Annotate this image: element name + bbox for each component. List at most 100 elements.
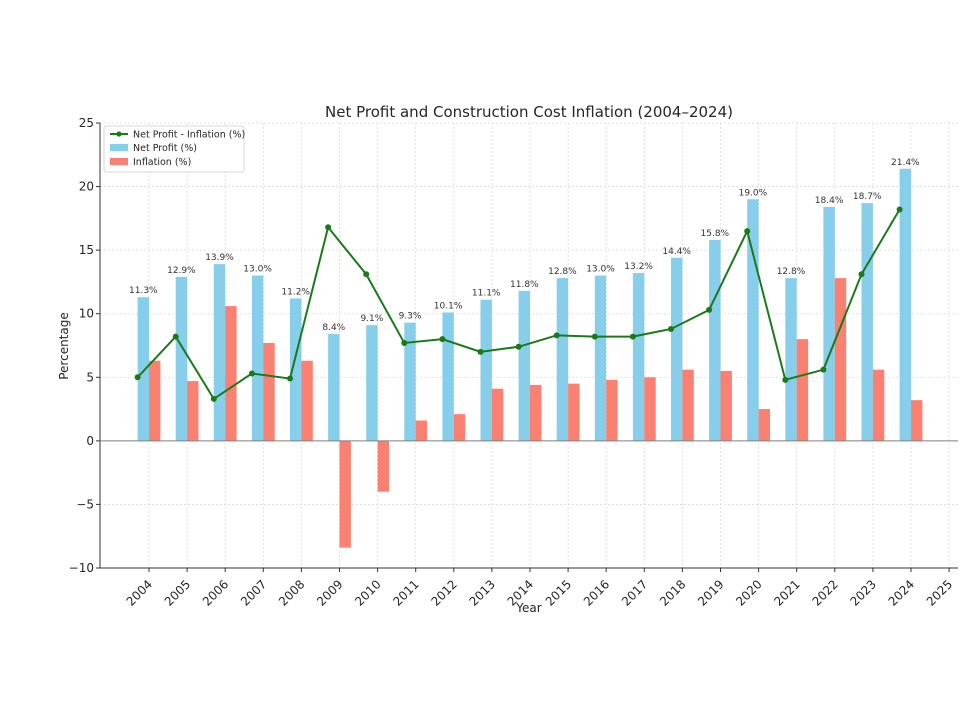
x-tick-label: 2004 xyxy=(124,577,155,608)
y-axis-label: Percentage xyxy=(57,312,71,380)
net-profit-data-label: 19.0% xyxy=(739,188,768,198)
net-profit-data-label: 9.1% xyxy=(360,314,383,324)
difference-point xyxy=(782,376,789,383)
inflation-bar xyxy=(339,440,351,548)
difference-point xyxy=(820,366,827,373)
difference-point xyxy=(287,375,293,382)
x-tick-label: 2016 xyxy=(581,577,612,608)
data-labels: 11.3% 12.9% 13.9% 13.0% 11.2% 8.4% 9.1% 9.3% 10.… xyxy=(129,158,920,333)
inflation-bar xyxy=(377,440,389,492)
y-tick-label: −10 xyxy=(69,561,94,575)
y-tick-label: 10 xyxy=(79,307,94,321)
x-tick-label: 2024 xyxy=(886,577,917,608)
net-profit-bar xyxy=(747,199,759,441)
net-profit-data-label: 21.4% xyxy=(891,158,920,168)
net-profit-data-label: 18.7% xyxy=(853,192,882,202)
inflation-bar xyxy=(720,370,732,441)
net-profit-bar xyxy=(404,322,416,441)
legend-swatch-inflation xyxy=(110,158,128,165)
difference-point xyxy=(210,395,217,402)
inflation-bar xyxy=(491,388,504,441)
net-profit-bar xyxy=(442,312,454,441)
net-profit-bar xyxy=(137,297,149,441)
legend-swatch-net-profit xyxy=(110,144,128,151)
y-tick-label: 20 xyxy=(79,180,94,194)
inflation-bar xyxy=(568,383,580,441)
y-tick-label: 25 xyxy=(79,116,94,130)
difference-point xyxy=(668,325,674,332)
inflation-bar xyxy=(644,377,656,441)
x-tick-label: 2025 xyxy=(924,577,955,608)
y-tick-label: 15 xyxy=(79,243,94,257)
net-profit-bar xyxy=(366,325,378,441)
net-profit-data-label: 13.2% xyxy=(624,262,653,272)
difference-line xyxy=(134,206,903,402)
bars xyxy=(137,168,923,548)
net-profit-data-label: 11.3% xyxy=(129,286,158,296)
net-profit-bar xyxy=(594,275,607,441)
inflation-bar xyxy=(149,360,161,441)
net-profit-data-label: 18.4% xyxy=(815,196,844,206)
difference-point xyxy=(172,333,179,340)
legend-line-marker xyxy=(116,131,122,137)
net-profit-bar xyxy=(290,298,302,441)
x-tick-label: 2005 xyxy=(162,577,193,608)
inflation-bar xyxy=(415,420,428,441)
net-profit-data-label: 13.0% xyxy=(586,265,615,275)
chart-title: Net Profit and Construction Cost Inflati… xyxy=(325,103,733,121)
x-axis-label: Year xyxy=(515,601,541,615)
y-tick-label: 0 xyxy=(86,434,94,448)
x-tick-label: 2019 xyxy=(695,577,726,608)
net-profit-bar xyxy=(175,276,188,441)
x-tick-label: 2012 xyxy=(428,577,459,608)
difference-point xyxy=(553,332,560,339)
difference-point xyxy=(439,336,446,343)
net-profit-bar xyxy=(213,264,226,441)
x-tick-label: 2013 xyxy=(467,577,498,608)
net-profit-bar xyxy=(556,278,569,441)
x-tick-label: 2018 xyxy=(657,577,688,608)
inflation-bar xyxy=(834,278,847,441)
net-profit-data-label: 12.9% xyxy=(167,266,196,276)
x-tick-label: 2006 xyxy=(200,577,231,608)
net-profit-bar xyxy=(328,334,340,441)
difference-point xyxy=(591,333,598,340)
inflation-bar xyxy=(911,400,923,441)
difference-point xyxy=(858,271,865,278)
x-tick-label: 2023 xyxy=(848,577,879,608)
inflation-bar xyxy=(796,339,809,441)
difference-point xyxy=(706,306,713,313)
x-tick-label: 2020 xyxy=(733,577,764,608)
difference-point xyxy=(325,224,332,231)
net-profit-data-label: 11.8% xyxy=(510,280,539,290)
x-tick-label: 2015 xyxy=(543,577,574,608)
x-tick-label: 2008 xyxy=(276,577,307,608)
x-tick-label: 2022 xyxy=(809,577,840,608)
net-profit-data-label: 8.4% xyxy=(322,323,345,333)
legend-label-difference: Net Profit - Inflation (%) xyxy=(133,130,245,141)
y-tick-label: −5 xyxy=(76,497,94,511)
x-tick-label: 2021 xyxy=(771,577,802,608)
net-profit-data-label: 13.0% xyxy=(243,265,272,275)
legend-box xyxy=(103,125,245,173)
difference-point xyxy=(744,228,751,235)
y-tick-label: 5 xyxy=(86,370,94,384)
net-profit-data-label: 12.8% xyxy=(548,267,577,277)
net-profit-data-label: 15.8% xyxy=(701,229,730,239)
inflation-bar xyxy=(758,409,770,441)
x-tick-label: 2009 xyxy=(314,577,345,608)
inflation-bar xyxy=(187,381,199,441)
inflation-bar xyxy=(263,342,275,441)
inflation-bar xyxy=(301,360,313,441)
difference-point xyxy=(248,370,255,377)
legend-label-net-profit: Net Profit (%) xyxy=(133,143,197,154)
legend: Net Profit - Inflation (%) Net Profit (%)… xyxy=(103,125,245,173)
inflation-bar xyxy=(530,384,542,441)
difference-point xyxy=(896,206,903,213)
inflation-bar xyxy=(682,369,694,441)
net-profit-data-label: 13.9% xyxy=(205,253,234,263)
net-profit-bar xyxy=(671,257,683,441)
net-profit-bar xyxy=(632,273,645,441)
net-profit-bar xyxy=(861,203,873,441)
net-profit-bar xyxy=(899,168,911,441)
